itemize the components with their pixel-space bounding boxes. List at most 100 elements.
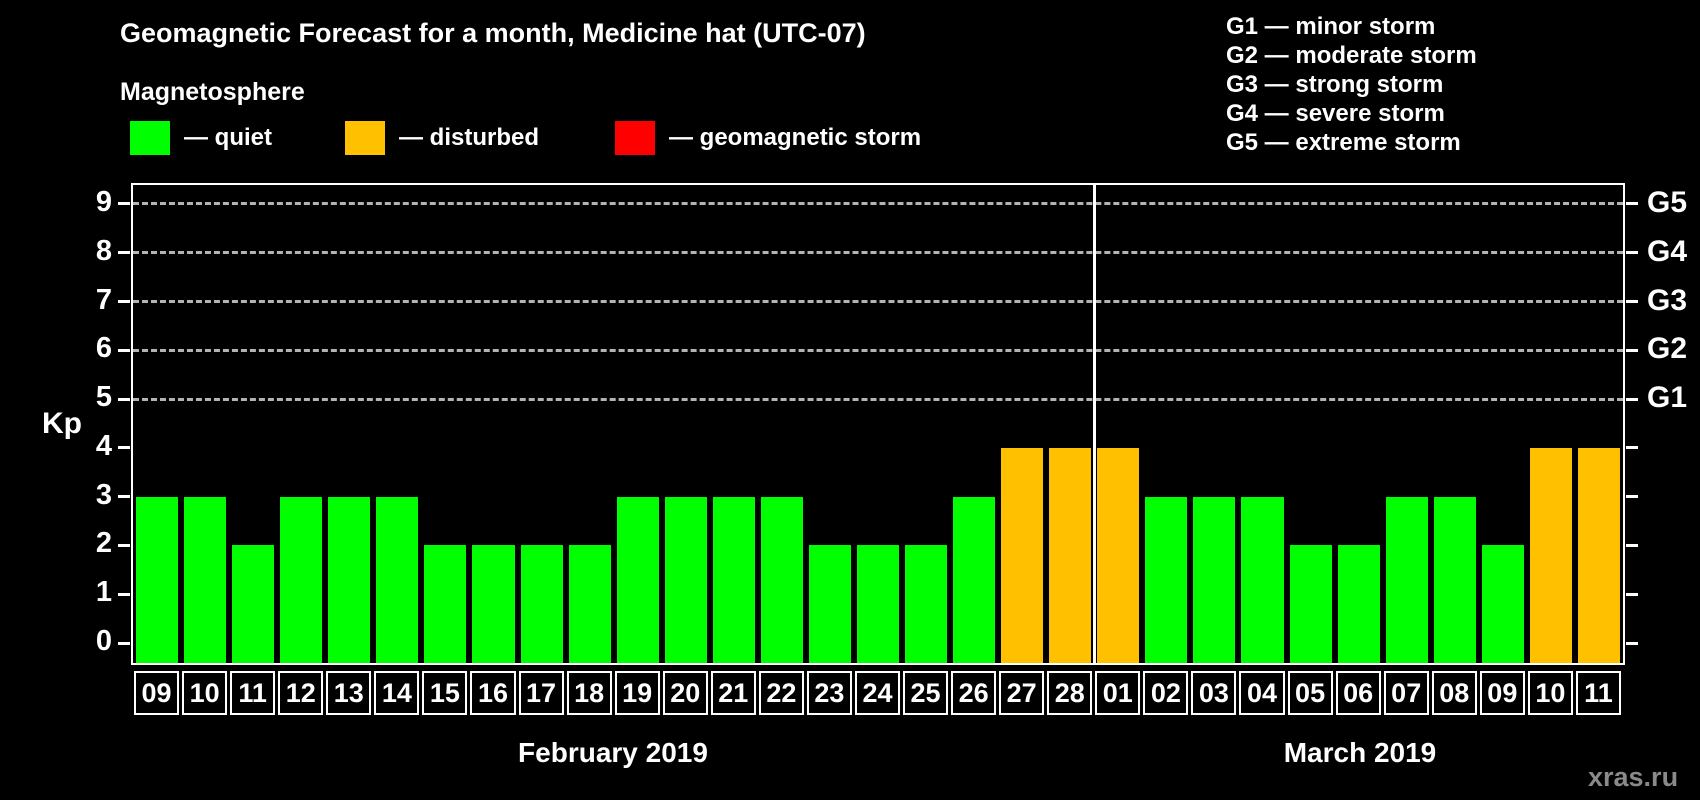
right-axis-label-G3: G3 [1647, 283, 1688, 317]
legend-label-quiet: — quiet [184, 124, 272, 151]
day-label-05: 05 [1287, 671, 1333, 715]
y-tick-label-6: 6 [95, 332, 112, 365]
y-tick-mark-right-4 [1626, 446, 1638, 450]
kp-bar-day-10 [184, 496, 227, 663]
kp-bar-day-04 [1241, 496, 1284, 663]
disturbed-color-swatch [345, 121, 385, 155]
day-label-04: 04 [1239, 671, 1285, 715]
day-label-27: 27 [999, 671, 1045, 715]
kp-bar-day-11 [232, 545, 275, 663]
y-tick-mark-right-9 [1626, 202, 1638, 206]
day-label-19: 19 [614, 671, 660, 715]
kp-bar-day-19 [616, 496, 659, 663]
day-label-11: 11 [230, 671, 276, 715]
kp-bar-day-20 [664, 496, 707, 663]
right-axis-label-G2: G2 [1647, 332, 1688, 366]
kp-bar-day-14 [376, 496, 419, 663]
kp-bar-day-22 [760, 496, 803, 663]
kp-bar-day-16 [472, 545, 515, 663]
gridline-kp5 [133, 397, 1623, 401]
kp-bar-day-15 [424, 545, 467, 663]
y-tick-label-2: 2 [95, 527, 112, 560]
g4-legend-line: G4 — severe storm [1226, 100, 1445, 127]
legend-item-quiet: — quiet [130, 121, 272, 155]
kp-bar-day-09 [136, 496, 179, 663]
y-tick-mark-left-6 [118, 348, 130, 352]
right-axis-label-G1: G1 [1647, 381, 1688, 415]
g2-legend-line: G2 — moderate storm [1226, 42, 1477, 69]
gridline-kp7 [133, 300, 1623, 304]
kp-bar-day-02 [1145, 496, 1188, 663]
day-label-15: 15 [422, 671, 468, 715]
kp-bar-day-06 [1337, 545, 1380, 663]
kp-bar-day-10 [1529, 447, 1572, 663]
kp-bar-day-09 [1481, 545, 1524, 663]
y-tick-mark-left-5 [118, 397, 130, 401]
g3-legend-line: G3 — strong storm [1226, 71, 1444, 98]
kp-bar-day-08 [1433, 496, 1476, 663]
right-axis-label-G4: G4 [1647, 234, 1688, 268]
magnetosphere-heading: Magnetosphere [120, 78, 305, 106]
right-axis-label-G5: G5 [1647, 185, 1688, 219]
day-label-21: 21 [710, 671, 756, 715]
kp-bar-day-11 [1577, 447, 1620, 663]
kp-bar-day-13 [328, 496, 371, 663]
day-label-20: 20 [662, 671, 708, 715]
kp-bar-day-05 [1289, 545, 1332, 663]
y-tick-label-1: 1 [95, 576, 112, 609]
y-tick-mark-left-1 [118, 592, 130, 596]
kp-bar-day-07 [1385, 496, 1428, 663]
day-label-01: 01 [1095, 671, 1141, 715]
kp-bar-day-28 [1049, 447, 1092, 663]
day-label-16: 16 [470, 671, 516, 715]
day-label-14: 14 [374, 671, 420, 715]
day-label-23: 23 [806, 671, 852, 715]
y-tick-label-7: 7 [95, 283, 112, 316]
legend-label-disturbed: — disturbed [399, 124, 540, 151]
day-label-02: 02 [1143, 671, 1189, 715]
y-tick-mark-right-5 [1626, 397, 1638, 401]
y-tick-label-0: 0 [95, 625, 112, 657]
y-tick-mark-right-3 [1626, 495, 1638, 499]
y-tick-label-3: 3 [95, 478, 112, 511]
month-label-march: March 2019 [1283, 737, 1437, 768]
day-label-06: 06 [1335, 671, 1381, 715]
day-label-09: 09 [1479, 671, 1525, 715]
day-label-10: 10 [1527, 671, 1573, 715]
day-label-17: 17 [518, 671, 564, 715]
day-label-22: 22 [758, 671, 804, 715]
gridline-kp9 [133, 202, 1623, 206]
day-label-03: 03 [1191, 671, 1237, 715]
gridline-kp8 [133, 251, 1623, 255]
y-axis-title: Kp [42, 407, 82, 440]
y-tick-mark-left-3 [118, 495, 130, 499]
g-scale-legend: G1 — minor storm G2 — moderate storm G3 … [1226, 12, 1477, 157]
y-tick-mark-right-8 [1626, 251, 1638, 255]
kp-bar-day-25 [905, 545, 948, 663]
day-label-13: 13 [326, 671, 372, 715]
kp-bar-day-21 [712, 496, 755, 663]
plot-area [131, 183, 1625, 665]
status-legend: — quiet — disturbed — geomagnetic storm [130, 121, 1030, 159]
legend-item-storm: — geomagnetic storm [615, 121, 921, 155]
gridline-kp6 [133, 348, 1623, 352]
y-tick-mark-left-2 [118, 543, 130, 547]
day-label-25: 25 [903, 671, 949, 715]
kp-bar-day-01 [1097, 447, 1140, 663]
y-tick-mark-left-9 [118, 202, 130, 206]
g5-legend-line: G5 — extreme storm [1226, 129, 1461, 156]
quiet-color-swatch [130, 121, 170, 155]
y-tick-mark-right-6 [1626, 348, 1638, 352]
day-label-07: 07 [1383, 671, 1429, 715]
y-tick-label-5: 5 [95, 381, 112, 414]
day-label-24: 24 [854, 671, 901, 715]
kp-bar-day-18 [568, 545, 611, 663]
y-tick-label-9: 9 [95, 185, 112, 218]
kp-bar-day-03 [1193, 496, 1236, 663]
kp-bar-day-23 [808, 545, 851, 663]
y-tick-mark-right-2 [1626, 543, 1638, 547]
day-label-11: 11 [1575, 671, 1621, 715]
y-tick-mark-left-0 [118, 641, 130, 645]
legend-label-storm: — geomagnetic storm [669, 124, 922, 151]
y-tick-mark-left-8 [118, 251, 130, 255]
